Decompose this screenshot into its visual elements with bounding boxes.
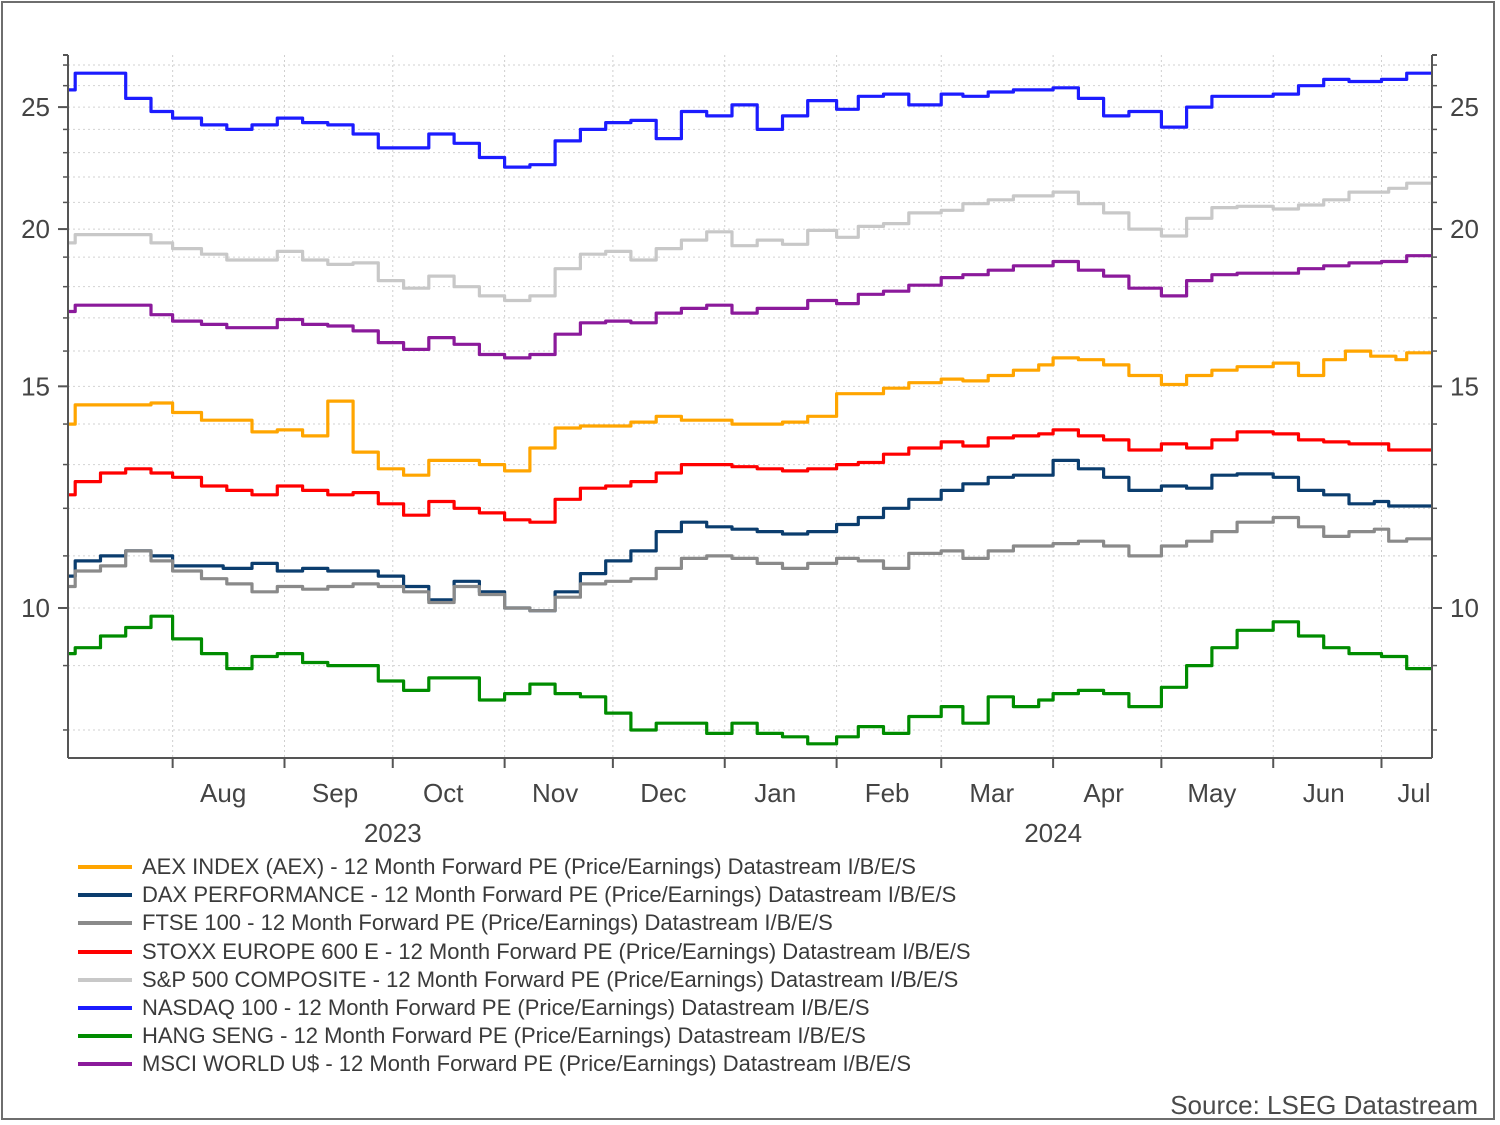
legend-swatch — [78, 893, 132, 898]
legend-swatch — [78, 1034, 132, 1039]
series-line — [68, 515, 1432, 613]
legend-item: DAX PERFORMANCE - 12 Month Forward PE (P… — [78, 881, 971, 909]
y-tick-label-right: 20 — [1450, 214, 1479, 244]
legend-swatch — [78, 1006, 132, 1011]
axis-layer: 10 10 15 15 20 20 25 25 Aug Sep Oct Nov Dec Jan Feb Mar… — [21, 54, 1479, 848]
legend-item: STOXX EUROPE 600 E - 12 Month Forward PE… — [78, 938, 971, 966]
series-line — [68, 458, 1432, 613]
legend-item: HANG SENG - 12 Month Forward PE (Price/E… — [78, 1022, 971, 1050]
y-tick-label-left: 15 — [21, 371, 50, 401]
legend-item: AEX INDEX (AEX) - 12 Month Forward PE (P… — [78, 853, 971, 881]
legend-swatch — [78, 949, 132, 954]
y-tick-label-right: 25 — [1450, 92, 1479, 122]
legend: AEX INDEX (AEX) - 12 Month Forward PE (P… — [78, 853, 971, 1079]
x-tick-label: Sep — [312, 778, 358, 808]
legend-swatch — [78, 977, 132, 982]
legend-label: FTSE 100 - 12 Month Forward PE (Price/Ea… — [142, 910, 833, 936]
x-tick-label: Feb — [865, 778, 910, 808]
legend-label: HANG SENG - 12 Month Forward PE (Price/E… — [142, 1023, 866, 1049]
legend-swatch — [78, 921, 132, 926]
y-tick-label-left: 10 — [21, 593, 50, 623]
series-line — [68, 71, 1432, 169]
x-tick-label: Oct — [423, 778, 464, 808]
series-layer — [68, 71, 1432, 746]
legend-label: STOXX EUROPE 600 E - 12 Month Forward PE… — [142, 938, 971, 964]
series-line — [68, 254, 1432, 360]
y-tick-label-left: 20 — [21, 214, 50, 244]
x-tick-label: Jul — [1397, 778, 1430, 808]
series-line — [68, 428, 1432, 524]
source-note: Source: LSEG Datastream — [1170, 1090, 1478, 1120]
x-tick-label: Jan — [754, 778, 796, 808]
legend-item: FTSE 100 - 12 Month Forward PE (Price/Ea… — [78, 909, 971, 937]
legend-label: AEX INDEX (AEX) - 12 Month Forward PE (P… — [142, 854, 916, 880]
y-tick-label-right: 10 — [1450, 593, 1479, 623]
x-tick-label: Jun — [1303, 778, 1345, 808]
legend-swatch — [78, 1062, 132, 1067]
legend-item: S&P 500 COMPOSITE - 12 Month Forward PE … — [78, 966, 971, 994]
x-tick-label: May — [1187, 778, 1236, 808]
series-line — [68, 349, 1432, 477]
x-tick-label: Aug — [200, 778, 246, 808]
x-tick-label: Apr — [1083, 778, 1124, 808]
legend-label: DAX PERFORMANCE - 12 Month Forward PE (P… — [142, 882, 957, 908]
x-tick-label: Nov — [532, 778, 578, 808]
y-tick-label-left: 25 — [21, 92, 50, 122]
legend-label: MSCI WORLD U$ - 12 Month Forward PE (Pri… — [142, 1051, 912, 1077]
x-tick-label: Dec — [640, 778, 686, 808]
series-line — [68, 614, 1432, 746]
legend-swatch — [78, 865, 132, 870]
legend-label: S&P 500 COMPOSITE - 12 Month Forward PE … — [142, 966, 959, 992]
series-line — [68, 181, 1432, 303]
x-tick-label: Mar — [969, 778, 1014, 808]
y-tick-label-right: 15 — [1450, 371, 1479, 401]
legend-label: NASDAQ 100 - 12 Month Forward PE (Price/… — [142, 995, 870, 1021]
x-year-label: 2023 — [364, 818, 422, 848]
legend-item: NASDAQ 100 - 12 Month Forward PE (Price/… — [78, 994, 971, 1022]
x-year-label: 2024 — [1024, 818, 1082, 848]
legend-item: MSCI WORLD U$ - 12 Month Forward PE (Pri… — [78, 1050, 971, 1078]
grid-layer — [68, 55, 1432, 758]
